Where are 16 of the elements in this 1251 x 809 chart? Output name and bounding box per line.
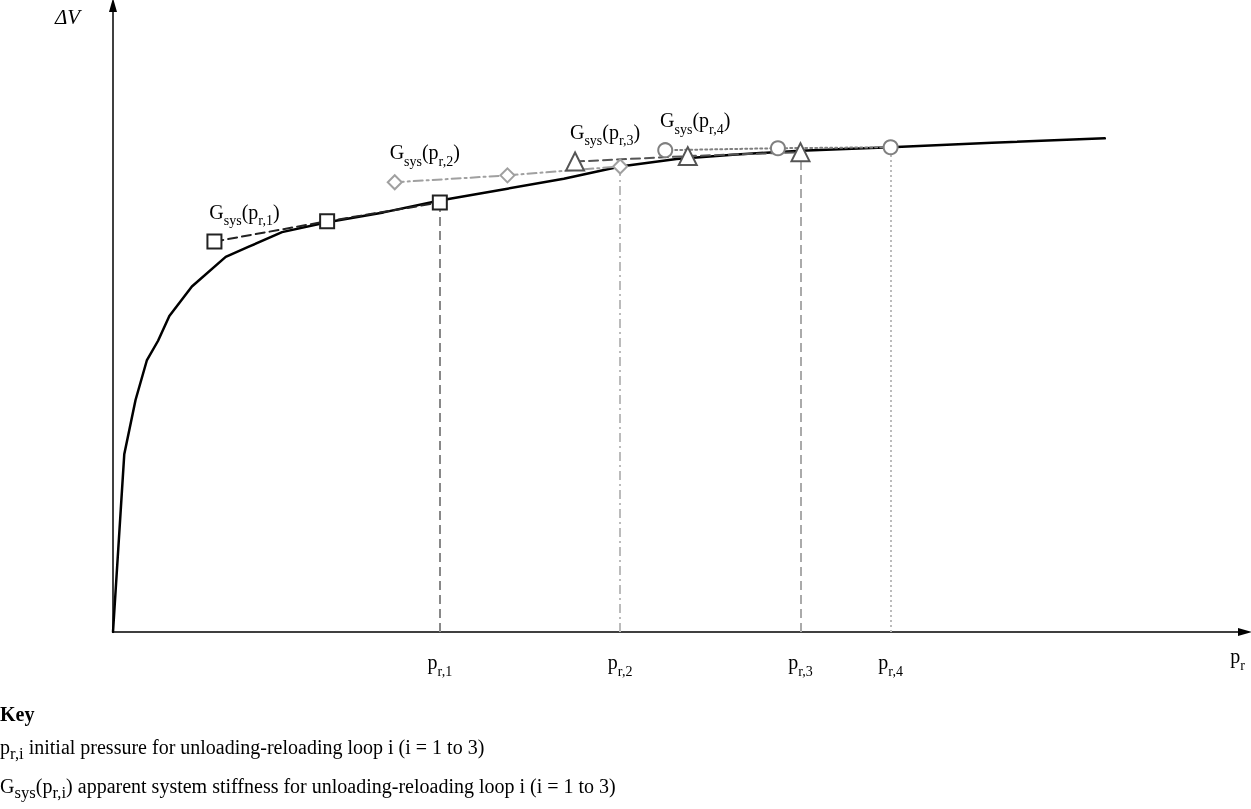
point — [790, 142, 811, 163]
point — [612, 158, 629, 175]
text: Key — [0, 702, 36, 728]
text: p$_{r,i}$ initial pressure for unloading-reloading loop i (i = 1 to 3) — [0, 735, 486, 765]
text: ΔV — [54, 4, 83, 29]
point — [431, 194, 448, 211]
point — [677, 146, 698, 167]
point — [319, 213, 336, 230]
point — [386, 174, 403, 191]
text: G$_{sys}$(p$_{r,i}$) apparent system stiffness for unloading-reloading loop i (i = 1 to 3) — [0, 774, 616, 804]
point — [565, 151, 586, 172]
point — [882, 139, 899, 156]
point — [499, 167, 516, 184]
point — [206, 233, 223, 250]
point — [769, 140, 786, 157]
point — [657, 142, 674, 159]
